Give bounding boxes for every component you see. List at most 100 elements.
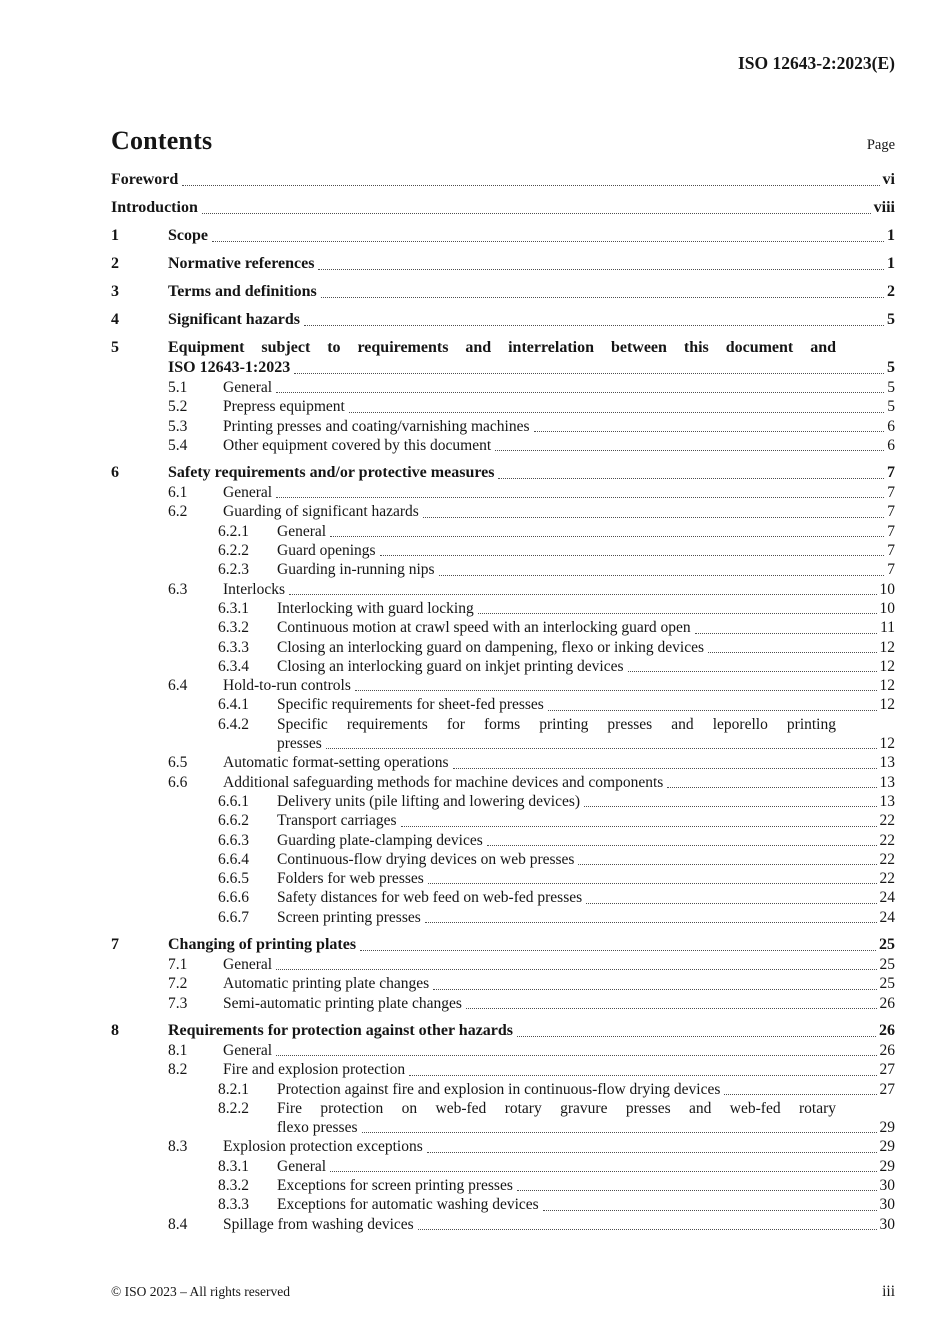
toc-entry-number: 6.6.3 — [218, 831, 249, 849]
toc-entry-page: 29 — [879, 1138, 896, 1156]
toc-entry-page: 12 — [879, 735, 896, 753]
toc-entry-page: 7 — [887, 484, 895, 502]
toc-entry-title: Requirements for protection against othe… — [168, 1021, 514, 1039]
toc-entry-title: Folders for web presses — [277, 870, 424, 888]
document-reference: ISO 12643-2:2023(E) — [737, 53, 895, 73]
toc-entry-title: Guarding in-running nips — [277, 561, 435, 579]
toc-entry-number: 6.3.1 — [218, 599, 249, 617]
toc-entry-page: 7 — [887, 503, 895, 521]
toc-entry-title: General — [223, 379, 273, 396]
toc-entry: Foreword vi — [111, 170, 895, 190]
toc-entry-title: Fire and explosion protection — [223, 1061, 406, 1079]
dot-leader — [304, 325, 884, 326]
toc-entry-title: General — [223, 484, 273, 502]
toc-entry-page: 7 — [887, 464, 895, 482]
toc-entry-page: 26 — [879, 1021, 895, 1039]
toc-entry-number: 1 — [111, 227, 119, 244]
toc-entry-title-line1: Specific requirements for forms printing… — [277, 715, 836, 733]
toc-entry-page: viii — [873, 199, 895, 216]
toc-entry: 6.6.2 Transport carriages 22 — [111, 811, 895, 830]
dot-leader — [325, 748, 877, 750]
dot-leader — [452, 767, 877, 769]
toc-entry-page: 25 — [879, 936, 895, 954]
toc-entry-title: General — [277, 522, 327, 540]
toc-entry-number: 6.3.3 — [218, 638, 249, 656]
toc-entry: 6.3 Interlocks 10 — [111, 580, 895, 599]
toc-entry: presses 12 — [111, 734, 895, 753]
toc-entry: ISO 12643-1:2023 5 — [111, 358, 895, 378]
toc-entry-title-line2: ISO 12643-1:2023 — [168, 359, 291, 376]
toc-entry-title: Printing presses and coating/varnishing … — [223, 417, 530, 435]
toc-entry-number: 8.3.3 — [218, 1196, 249, 1214]
toc-entry: 6.2 Guarding of significant hazards 7 — [111, 502, 895, 521]
dot-leader — [495, 450, 885, 452]
toc-entry: 6.3.2 Continuous motion at crawl speed wi… — [111, 618, 895, 637]
dot-leader — [201, 213, 871, 214]
toc-entry-title: Safety requirements and/or protective me… — [168, 464, 495, 482]
dot-leader — [276, 497, 885, 499]
page-footer: © ISO 2023 – All rights reserved iii — [111, 1283, 895, 1301]
toc-entry-number: 6.6.6 — [218, 889, 249, 907]
toc-entry-page: 25 — [879, 956, 896, 974]
toc-entry: 8.3 Explosion protection exceptions 29 — [111, 1137, 895, 1156]
toc-entry-title: Closing an interlocking guard on inkjet … — [277, 657, 624, 675]
toc-entry: 5.1 General 5 — [111, 378, 895, 397]
toc-entry: 8.2 Fire and explosion protection 27 — [111, 1060, 895, 1079]
toc-entry: 6.5 Automatic format-setting operations 13 — [111, 753, 895, 772]
toc-entry-title: Introduction — [111, 199, 198, 216]
dot-leader — [498, 478, 884, 480]
toc-entry-page: 1 — [887, 255, 895, 272]
toc-entry-page: 27 — [879, 1061, 896, 1079]
toc-entry-page: 5 — [887, 379, 895, 396]
dot-leader — [547, 709, 877, 711]
dot-leader — [379, 555, 885, 557]
toc-entry-title: Normative references — [168, 255, 315, 272]
toc-entry-page: 7 — [887, 542, 895, 560]
toc-entry-number: 6.2.3 — [218, 561, 249, 579]
toc-entry-title: Safety distances for web feed on web-fed… — [277, 889, 583, 907]
toc-entry: 6 Safety requirements and/or protective m… — [111, 463, 895, 483]
toc-entry-number: 6.4.1 — [218, 696, 249, 714]
toc-entry-title-line1: Fire protection on web-fed rotary gravur… — [277, 1099, 836, 1117]
toc-entry-page: 12 — [879, 677, 896, 695]
toc-entry-title: Explosion protection exceptions — [223, 1138, 423, 1156]
dot-leader — [288, 593, 877, 595]
toc-entry-title: Delivery units (pile lifting and lowerin… — [277, 792, 581, 810]
toc-entry-page: 25 — [879, 975, 896, 993]
toc-entry-page: 5 — [887, 398, 895, 416]
toc-entry-number: 7.1 — [168, 956, 188, 974]
dot-leader — [330, 1170, 877, 1172]
dot-leader — [294, 373, 884, 374]
toc-entry-page: 24 — [879, 908, 896, 926]
page-column-label: Page — [866, 137, 895, 153]
toc-entry: 4 Significant hazards 5 — [111, 310, 895, 330]
toc-entry-number: 6.3 — [168, 580, 188, 598]
toc-entry-title: General — [277, 1157, 327, 1175]
toc-entry: 8.2.1 Protection against fire and explosi… — [111, 1080, 895, 1099]
dot-leader — [708, 651, 877, 653]
toc-entry-page: 12 — [879, 657, 896, 675]
dot-leader — [424, 922, 877, 924]
toc-entry: 6.6.6 Safety distances for web feed on we… — [111, 888, 895, 907]
toc-entry-page: 22 — [879, 812, 896, 830]
toc-entry-number: 5.2 — [168, 398, 188, 416]
dot-leader — [517, 1035, 876, 1037]
toc-entry-page: 22 — [879, 850, 896, 868]
toc-entry-number: 8.4 — [168, 1215, 188, 1233]
toc-entry: 5 Equipment subject to requirements and i… — [111, 338, 895, 358]
toc-entry-page: vi — [882, 171, 895, 188]
toc-entry-number: 5 — [111, 339, 119, 356]
toc-entry-number: 8 — [111, 1021, 119, 1039]
toc-entry-title: Scope — [168, 227, 208, 244]
dot-leader — [438, 574, 885, 576]
toc-entry: 7.1 General 25 — [111, 955, 895, 974]
toc-entry-title: Interlocks — [223, 580, 285, 598]
toc-entry-page: 29 — [879, 1119, 896, 1137]
toc-entry-number: 8.3.1 — [218, 1157, 249, 1175]
toc-entry: 6.2.2 Guard openings 7 — [111, 541, 895, 560]
copyright-notice: © ISO 2023 – All rights reserved — [111, 1284, 290, 1299]
toc-entry-number: 6.5 — [168, 754, 188, 772]
toc-entry-page: 13 — [879, 792, 896, 810]
toc-entry-page: 29 — [879, 1157, 896, 1175]
toc-entry: 7.3 Semi-automatic printing plate changes… — [111, 994, 895, 1013]
